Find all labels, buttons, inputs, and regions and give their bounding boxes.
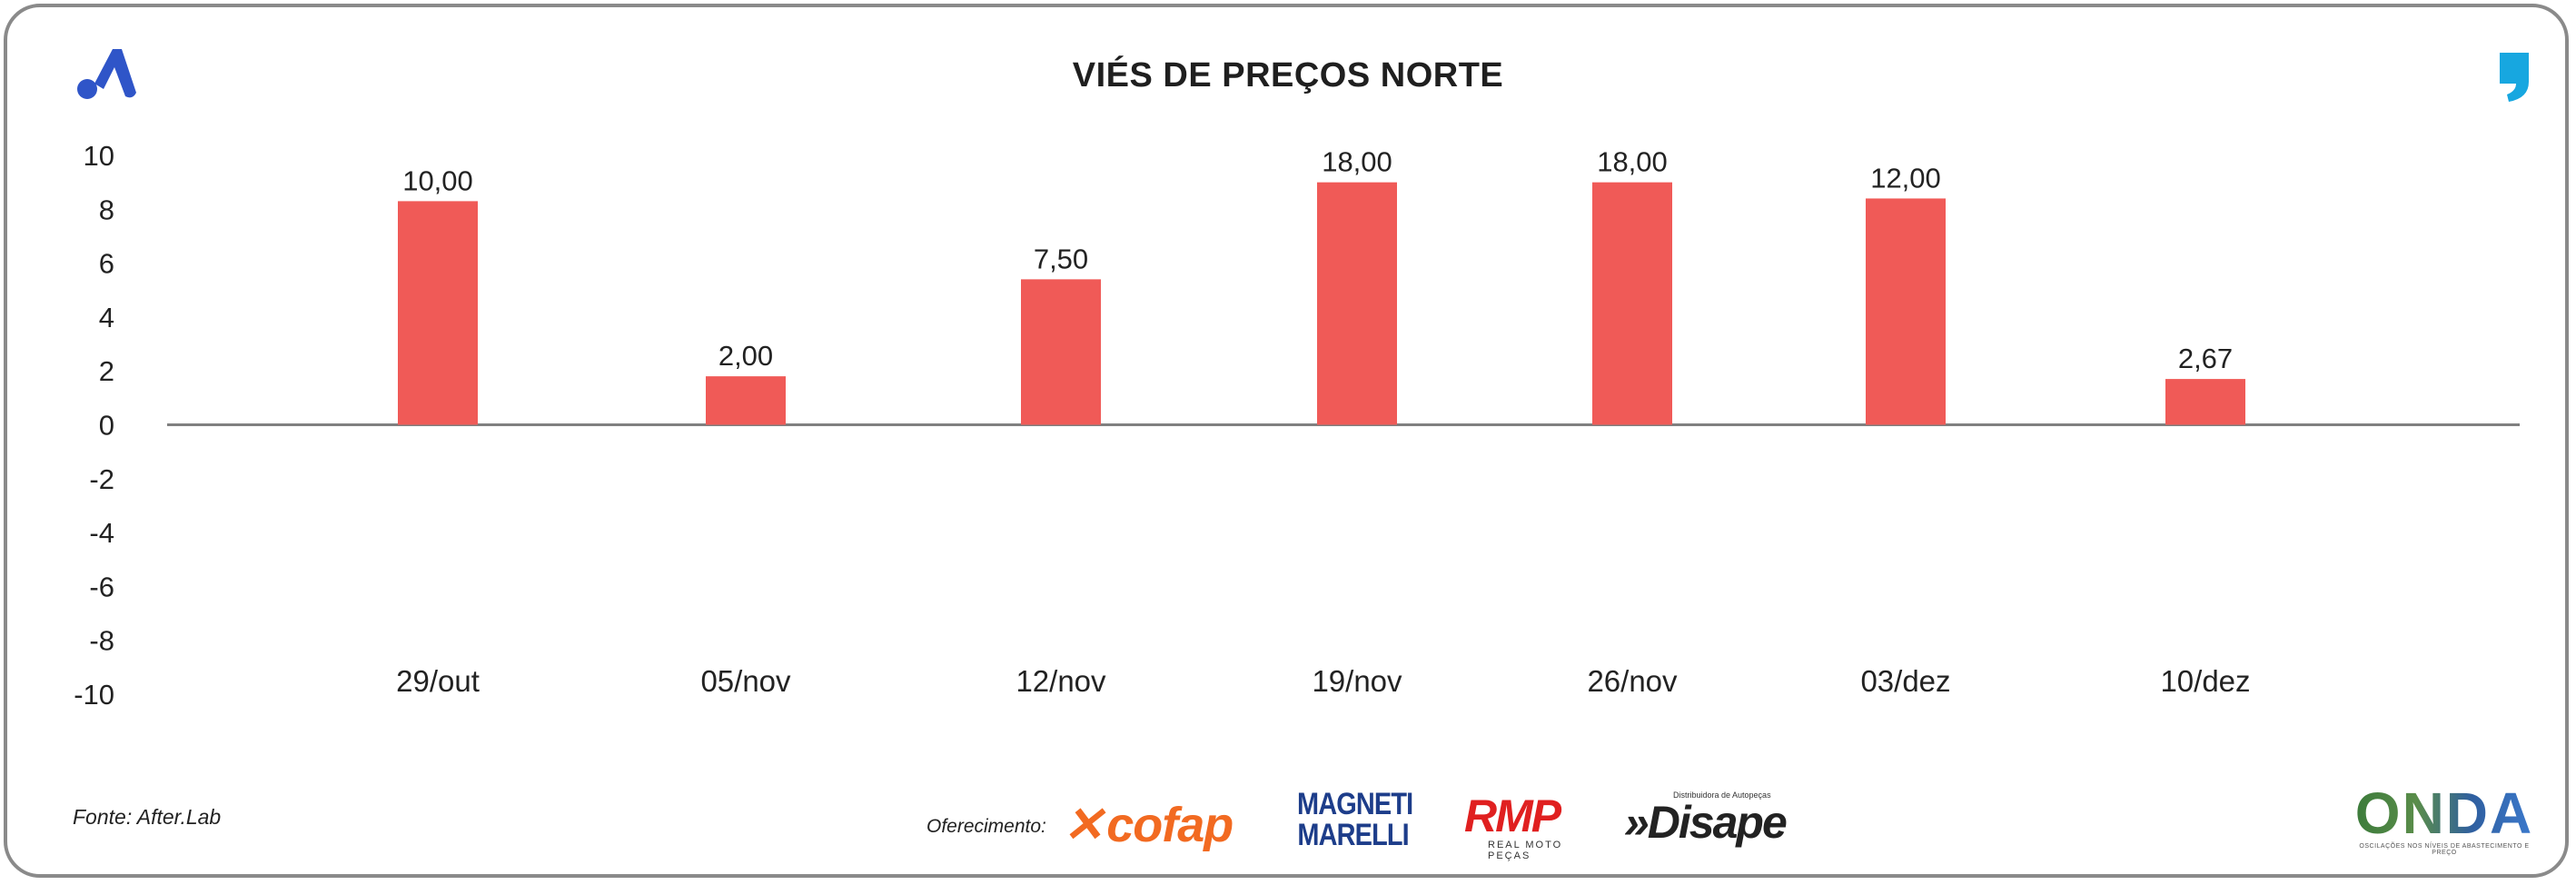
disape-logo: Distribuidora de Autopeças »Disape [1624, 791, 1788, 848]
y-tick-label: -8 [89, 625, 114, 657]
bar [1592, 182, 1672, 425]
sponsors-label: Oferecimento: [926, 816, 1046, 837]
data-label: 18,00 [1322, 146, 1392, 178]
data-label: 2,67 [2178, 343, 2233, 374]
magneti-logo-text: MAGNETI [1297, 787, 1413, 821]
cofap-logo-text: cofap [1106, 798, 1234, 852]
chart-title: VIÉS DE PREÇOS NORTE [1072, 56, 1504, 94]
x-category-label: 26/nov [1587, 664, 1678, 698]
data-label: 18,00 [1597, 146, 1668, 178]
y-tick-label: -2 [89, 463, 114, 495]
y-tick-label: -6 [89, 571, 114, 602]
cofap-logo: ✕cofap [1063, 796, 1234, 853]
y-tick-label: 4 [99, 302, 114, 333]
disape-logo-subtext: Distribuidora de Autopeças [1673, 791, 1771, 800]
x-category-label: 29/out [396, 664, 480, 698]
y-tick-label: -4 [89, 517, 114, 549]
bar-chart: 10 8 6 4 2 0 -2 -4 -6 -8 -10 10,00 29/out 2,00 05/nov 7… [74, 140, 2520, 711]
bar [1021, 279, 1101, 425]
rmp-logo-subtext: REAL MOTO PEÇAS [1488, 840, 1563, 861]
cofap-x-icon: ✕ [1063, 798, 1104, 852]
x-category-label: 05/nov [700, 664, 791, 698]
bar [2165, 379, 2245, 425]
brand-a-logo-icon [77, 49, 136, 99]
disape-logo-text: »Disape [1624, 797, 1788, 848]
data-label: 7,50 [1034, 243, 1088, 274]
data-label: 2,00 [718, 340, 773, 372]
y-tick-label: 10 [84, 140, 114, 172]
marelli-logo-text: MARELLI [1297, 818, 1409, 852]
onda-logo-text: ONDA [2351, 783, 2538, 843]
x-category-label: 03/dez [1860, 664, 1950, 698]
bar [1866, 198, 1946, 425]
y-tick-label: -10 [74, 679, 114, 711]
onda-logo-subtext: OSCILAÇÕES NOS NÍVEIS DE ABASTECIMENTO E… [2359, 843, 2530, 856]
data-label: 10,00 [402, 164, 473, 196]
y-tick-label: 0 [99, 410, 114, 442]
rmp-logo-text: RMP [1464, 791, 1561, 841]
quote-mark-icon [2500, 53, 2529, 102]
source-note: Fonte: After.Lab [73, 805, 222, 829]
magneti-marelli-logo: MAGNETI MARELLI [1297, 787, 1413, 852]
y-tick-label: 8 [99, 194, 114, 225]
bar [398, 201, 478, 425]
x-category-label: 12/nov [1016, 664, 1106, 698]
y-tick-label: 2 [99, 355, 114, 387]
chart-frame [4, 4, 2569, 878]
bar [1317, 182, 1397, 425]
rmp-logo: RMP REAL MOTO PEÇAS [1464, 792, 1600, 861]
x-category-label: 19/nov [1312, 664, 1402, 698]
data-label: 12,00 [1870, 162, 1941, 194]
x-category-label: 10/dez [2160, 664, 2250, 698]
y-tick-label: 6 [99, 248, 114, 280]
onda-logo: ONDA OSCILAÇÕES NOS NÍVEIS DE ABASTECIME… [2351, 783, 2538, 856]
bar [706, 376, 786, 425]
